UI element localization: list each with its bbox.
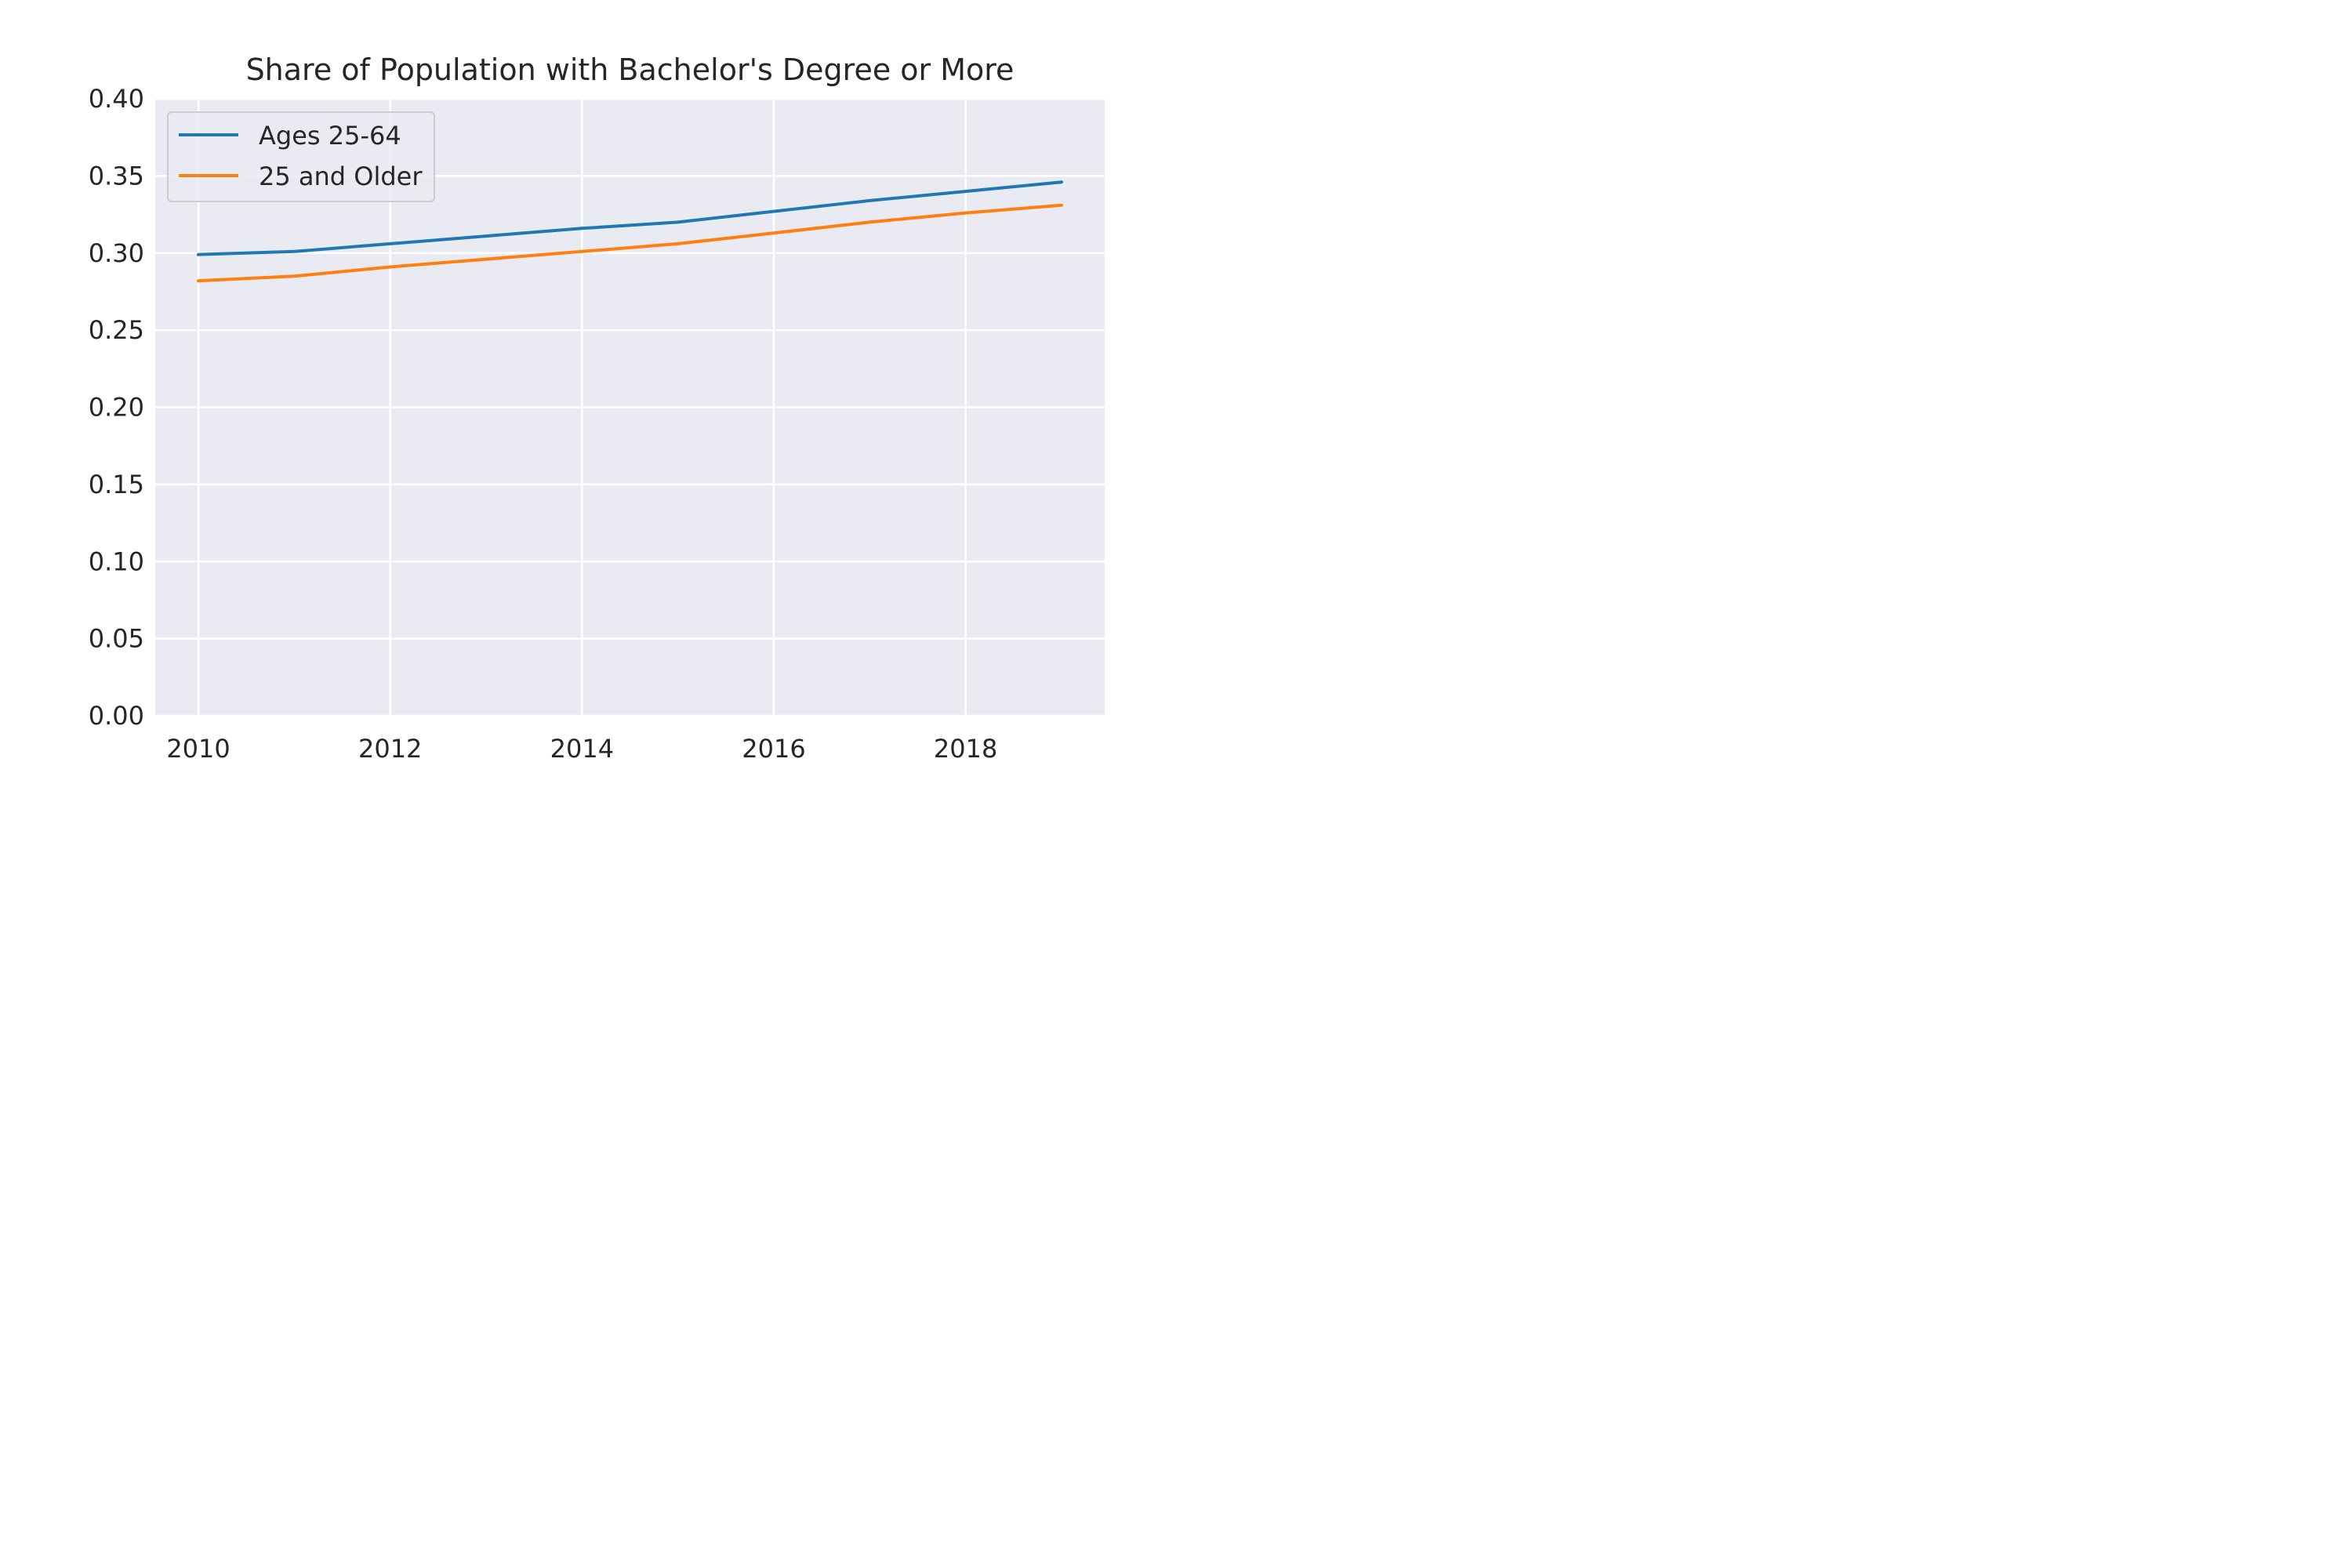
x-tick-label: 2012 (358, 734, 422, 764)
x-tick-label: 2010 (166, 734, 230, 764)
series-line-25-and-older (197, 203, 1063, 283)
line-chart: 0.00 0.05 0.10 0.15 0.20 0.25 0.30 0.35 0.40 201… (89, 53, 1105, 764)
x-tick-label: 2014 (550, 734, 614, 764)
y-tick-label: 0.35 (89, 161, 144, 191)
chart-title: Share of Population with Bachelor's Degr… (246, 53, 1014, 87)
legend-label-25-and-older: 25 and Older (259, 162, 423, 191)
legend: Ages 25-64 25 and Older (167, 111, 435, 202)
x-tick-label: 2018 (934, 734, 997, 764)
y-tick-label: 0.20 (89, 393, 144, 423)
x-tick-label: 2016 (742, 734, 805, 764)
y-tick-label: 0.10 (89, 546, 144, 576)
legend-label-ages-25-64: Ages 25-64 (259, 121, 401, 151)
y-axis-ticks: 0.00 0.05 0.10 0.15 0.20 0.25 0.30 0.35 0.40 (89, 84, 144, 731)
x-axis-ticks: 2010 2012 2014 2016 2018 (166, 734, 997, 764)
series-line-ages-25-64 (197, 180, 1063, 256)
y-tick-label: 0.00 (89, 701, 144, 731)
y-tick-label: 0.40 (89, 84, 144, 114)
y-tick-label: 0.15 (89, 470, 144, 499)
y-tick-label: 0.05 (89, 624, 144, 654)
series-lines (197, 180, 1063, 283)
y-tick-label: 0.25 (89, 315, 144, 345)
y-tick-label: 0.30 (89, 238, 144, 268)
